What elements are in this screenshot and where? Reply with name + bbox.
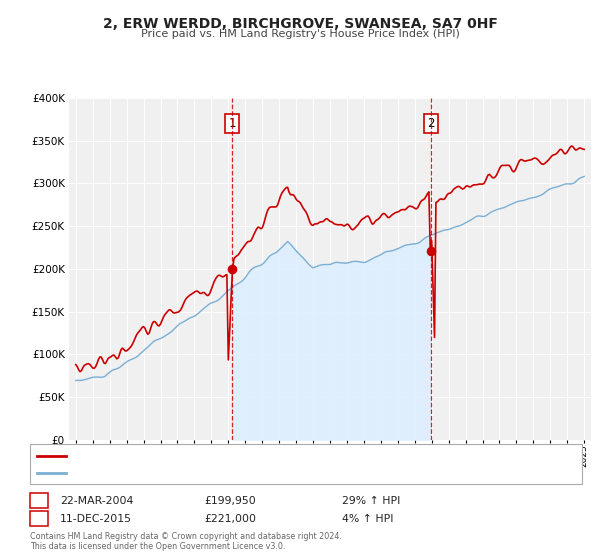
Text: 22-MAR-2004: 22-MAR-2004 [60,496,133,506]
Text: 2: 2 [35,514,43,524]
Text: 1: 1 [35,496,43,506]
Text: £221,000: £221,000 [204,514,256,524]
Text: 29% ↑ HPI: 29% ↑ HPI [342,496,400,506]
Point [227,264,237,273]
Text: Price paid vs. HM Land Registry's House Price Index (HPI): Price paid vs. HM Land Registry's House … [140,29,460,39]
Text: 11-DEC-2015: 11-DEC-2015 [60,514,132,524]
Text: £199,950: £199,950 [204,496,256,506]
Text: 1: 1 [228,117,236,130]
Text: 2: 2 [427,117,434,130]
Text: HPI: Average price, detached house, Swansea: HPI: Average price, detached house, Swan… [69,468,298,478]
Point [426,246,436,255]
Text: 2, ERW WERDD, BIRCHGROVE, SWANSEA, SA7 0HF: 2, ERW WERDD, BIRCHGROVE, SWANSEA, SA7 0… [103,17,497,31]
Text: 4% ↑ HPI: 4% ↑ HPI [342,514,394,524]
Text: 2, ERW WERDD, BIRCHGROVE, SWANSEA, SA7 0HF (detached house): 2, ERW WERDD, BIRCHGROVE, SWANSEA, SA7 0… [69,451,413,461]
Text: Contains HM Land Registry data © Crown copyright and database right 2024.
This d: Contains HM Land Registry data © Crown c… [30,532,342,552]
